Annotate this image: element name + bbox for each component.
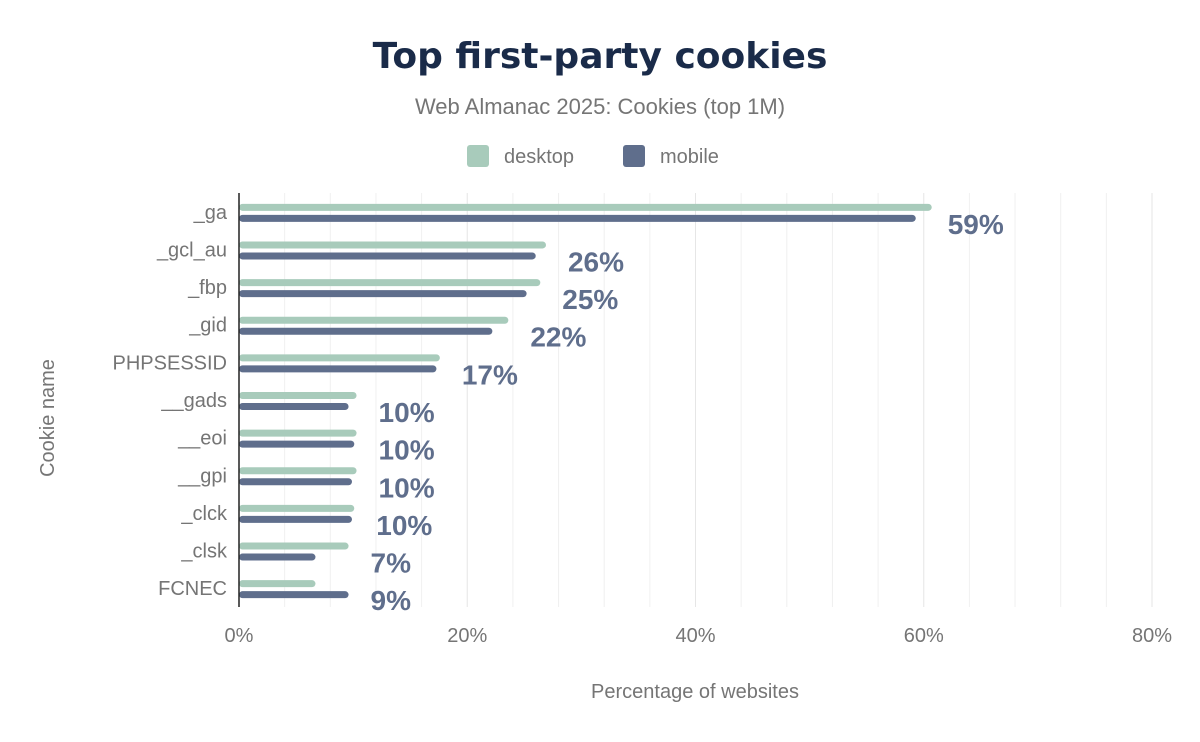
bar-desktop: [239, 279, 541, 287]
data-label: 10%: [379, 397, 435, 428]
bar-mobile: [239, 327, 493, 335]
chart-subtitle: Web Almanac 2025: Cookies (top 1M): [415, 94, 785, 119]
bar-mobile: [239, 553, 316, 561]
category-label: _ga: [193, 202, 228, 224]
chart-title: Top first-party cookies: [373, 36, 828, 77]
bar-desktop: [239, 467, 357, 475]
category-label: __gpi: [177, 465, 227, 487]
data-label: 9%: [371, 585, 412, 616]
bar-desktop: [239, 542, 349, 550]
x-axis-label: Percentage of websites: [591, 681, 799, 703]
bar-desktop: [239, 316, 509, 324]
bar-desktop: [239, 429, 357, 437]
bar-desktop: [239, 580, 316, 588]
legend-label-desktop: desktop: [504, 146, 574, 168]
y-axis-categories: _ga _gcl_au _fbp _gid PHPSESSID __gads __eoi __…: [113, 202, 228, 600]
bar-desktop: [239, 354, 440, 362]
data-label: 10%: [379, 435, 435, 466]
category-label: _clsk: [180, 541, 228, 563]
y-axis-label: Cookie name: [37, 359, 59, 477]
legend-swatch-desktop: [467, 145, 489, 167]
category-label: _gcl_au: [156, 239, 227, 261]
bar-mobile: [239, 403, 349, 410]
category-label: _clck: [180, 503, 228, 525]
data-label: 17%: [462, 359, 518, 390]
category-label: FCNEC: [158, 578, 227, 600]
category-label: __gads: [160, 390, 227, 412]
data-label: 7%: [371, 548, 412, 579]
x-tick-label: 20%: [447, 625, 487, 647]
bar-mobile: [239, 440, 355, 448]
data-label: 59%: [948, 209, 1004, 240]
data-label: 10%: [379, 472, 435, 503]
x-tick-label: 80%: [1132, 625, 1172, 647]
category-label: __eoi: [177, 428, 227, 450]
category-label: PHPSESSID: [113, 352, 227, 374]
data-label: 10%: [376, 510, 432, 541]
x-axis-ticks: 0% 20% 40% 60% 80%: [225, 625, 1173, 647]
bar-desktop: [239, 203, 932, 211]
legend: desktop mobile: [467, 145, 719, 168]
category-label: _gid: [188, 315, 227, 337]
x-tick-label: 40%: [675, 625, 715, 647]
legend-label-mobile: mobile: [660, 146, 719, 168]
bar-mobile: [239, 478, 352, 486]
legend-swatch-mobile: [623, 145, 645, 167]
bars: 59% 26% 25% 22% 17% 10% 10% 10% 10% 7% 9%: [239, 203, 1004, 616]
bar-mobile: [239, 365, 437, 373]
bar-mobile: [239, 591, 349, 599]
gridlines: [284, 193, 1153, 607]
data-label: 22%: [530, 322, 586, 353]
bar-desktop: [239, 392, 357, 399]
x-tick-label: 60%: [904, 625, 944, 647]
bar-mobile: [239, 515, 352, 523]
bar-desktop: [239, 241, 546, 249]
x-tick-label: 0%: [225, 625, 254, 647]
bar-mobile: [239, 252, 536, 260]
bar-mobile: [239, 214, 916, 222]
bar-mobile: [239, 290, 527, 298]
data-label: 26%: [568, 246, 624, 277]
data-label: 25%: [562, 284, 618, 315]
category-label: _fbp: [187, 277, 227, 299]
bar-desktop: [239, 504, 355, 512]
